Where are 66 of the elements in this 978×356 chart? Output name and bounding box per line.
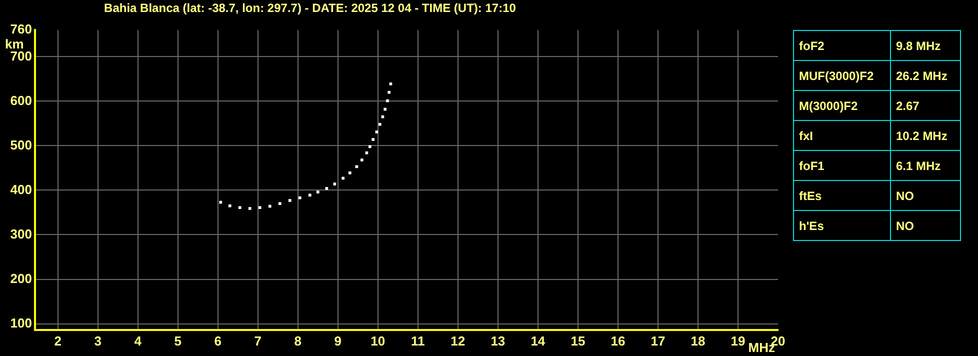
point: [348, 171, 352, 174]
text: 6.1 MHz: [896, 158, 941, 172]
x-tick-label: 18: [690, 333, 706, 348]
point: [325, 187, 328, 190]
category-label: foF1: [794, 150, 890, 180]
y-tick-label: 300: [10, 226, 32, 242]
x-tick-label: 15: [570, 333, 586, 348]
x-tick-label: 5: [174, 333, 182, 348]
point: [268, 204, 272, 208]
x-tick-label: 4: [134, 333, 142, 348]
x-tick-label: 10: [370, 333, 386, 348]
point: [389, 82, 392, 86]
point: [378, 122, 382, 126]
x-tick-label: 7: [254, 333, 262, 348]
point: [333, 182, 336, 186]
y-tick-label: 100: [10, 315, 32, 330]
point: [368, 145, 372, 148]
text: NO: [896, 218, 914, 232]
category-label: M(3000)F2: [794, 90, 890, 120]
point: [360, 158, 364, 162]
category-label: h'Es: [794, 210, 890, 240]
point: [278, 202, 282, 206]
point: [355, 165, 358, 168]
x-tick-label: 9: [334, 333, 342, 348]
point: [384, 108, 387, 111]
text: 26.2 MHz: [896, 68, 948, 82]
text: 2.67: [896, 98, 920, 112]
x-tick-label: 14: [530, 333, 546, 348]
point: [258, 206, 262, 210]
point: [372, 138, 375, 141]
y-tick-label: 500: [10, 137, 32, 152]
x-tick-label: 17: [650, 333, 666, 348]
x-tick-label: 2: [54, 333, 62, 348]
point: [219, 200, 222, 204]
x-tick-label: 12: [450, 333, 466, 348]
chart-title: Bahia Blanca (lat: -38.7, lon: 297.7) - DATE: 2025 12 04 - TIME (UT): 17:10: [103, 1, 517, 15]
point: [248, 207, 252, 210]
x-tick-label: 11: [411, 333, 425, 348]
point: [228, 204, 232, 208]
x-tick-label: 6: [214, 333, 222, 348]
category-label: foF2: [794, 30, 890, 60]
x-tick-label: 19: [730, 333, 746, 348]
text: NO: [896, 188, 914, 202]
point: [238, 206, 242, 210]
category-label: fxI: [794, 120, 890, 150]
point: [388, 90, 391, 94]
point: [316, 190, 320, 194]
point: [375, 130, 378, 134]
y-tick-label: 400: [10, 182, 32, 197]
x-tick-label: 13: [490, 333, 506, 348]
category-label: ftEs: [794, 180, 890, 210]
x-tick-label: 3: [94, 333, 102, 348]
point: [298, 196, 302, 200]
y-tick-label: 600: [10, 92, 32, 108]
y-tick-label: 200: [10, 270, 32, 286]
point: [386, 99, 389, 102]
text: 10.2 MHz: [896, 128, 948, 142]
x-tick-label: 16: [610, 333, 626, 348]
point: [342, 176, 344, 180]
point: [365, 151, 368, 154]
x-tick-label: 8: [294, 333, 302, 348]
point: [308, 194, 312, 197]
point: [288, 199, 292, 202]
y-tick-label: 760: [10, 22, 32, 37]
category-label: MUF(3000)F2: [794, 60, 890, 90]
text: 9.8 MHz: [896, 38, 941, 52]
